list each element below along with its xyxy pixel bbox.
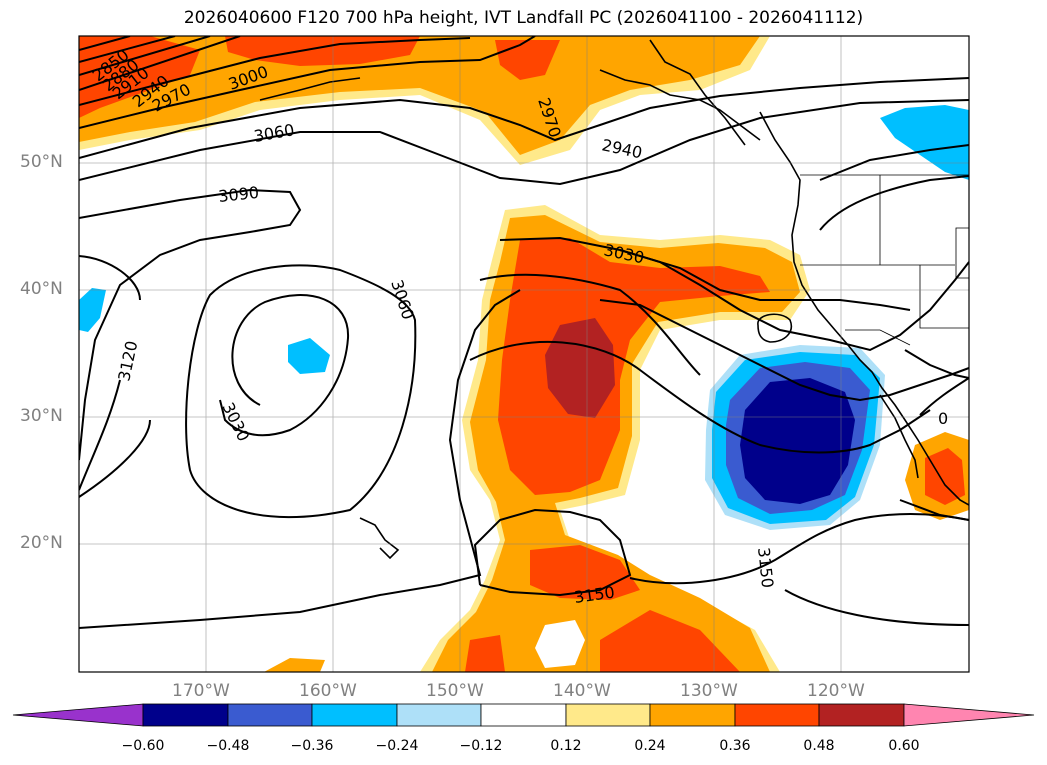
colorbar-tick-label: −0.24 [375, 738, 419, 754]
ivt-negative-northeast [880, 105, 969, 180]
colorbar-tick-label: −0.12 [459, 738, 503, 754]
colorbar-extend-low [12, 703, 144, 727]
colorbar-bin [734, 703, 820, 727]
colorbar-bin [480, 703, 567, 727]
graticule [79, 36, 969, 672]
colorbar-bin [565, 703, 651, 727]
lon-label-120w: 120°W [807, 681, 865, 701]
ivt-negative-offshore [705, 345, 885, 530]
colorbar [12, 703, 1035, 727]
colorbar-tick-label: −0.36 [290, 738, 334, 754]
colorbar-tick-label: −0.60 [121, 738, 165, 754]
colorbar-tick-label: 0.36 [719, 738, 751, 754]
lon-label-170w: 170°W [172, 681, 230, 701]
lat-label-30n: 30°N [20, 406, 63, 426]
contour-label-3090: 3090 [217, 183, 259, 206]
ivt-negative-small [79, 288, 330, 374]
colorbar-bin [311, 703, 398, 727]
colorbar-tick-label: −0.48 [206, 738, 250, 754]
contour-label-0: 0 [938, 409, 948, 428]
contour-label-3150-east: 3150 [754, 546, 777, 588]
lon-label-150w: 150°W [426, 681, 484, 701]
colorbar-extend-high [903, 703, 1035, 727]
colorbar-tick-label: 0.24 [634, 738, 666, 754]
colorbar-tick-label: 0.48 [803, 738, 835, 754]
ivt-positive-baja [905, 432, 969, 520]
colorbar-bin [142, 703, 229, 727]
lon-label-160w: 160°W [299, 681, 357, 701]
lat-label-20n: 20°N [20, 533, 63, 553]
colorbar-bin [227, 703, 313, 727]
colorbar-tick-label: 0.12 [550, 738, 582, 754]
colorbar-bin [818, 703, 905, 727]
plot-title: 2026040600 F120 700 hPa height, IVT Land… [183, 8, 864, 28]
lon-label-130w: 130°W [680, 681, 738, 701]
height-contours [79, 36, 969, 629]
map-frame [78, 35, 970, 673]
lon-label-140w: 140°W [553, 681, 611, 701]
lat-label-50n: 50°N [20, 152, 63, 172]
colorbar-tick-label: 0.60 [888, 738, 920, 754]
political-boundaries [800, 174, 969, 346]
colorbar-bin [649, 703, 736, 727]
lat-label-40n: 40°N [20, 279, 63, 299]
colorbar-bin [396, 703, 482, 727]
map-content: 2850 2880 2910 2940 2970 3000 3060 3090 … [79, 36, 969, 672]
ivt-positive-northwest [79, 36, 770, 165]
